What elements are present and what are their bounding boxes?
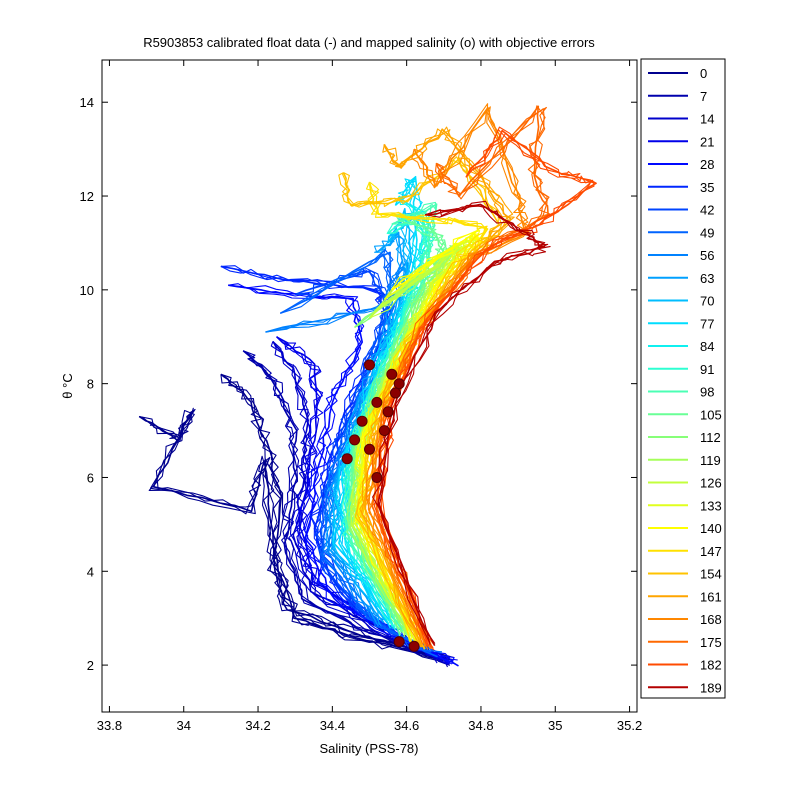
legend-label-84: 84 [700,339,714,354]
mapped-salinity-marker [341,453,353,465]
mapped-salinity-marker [364,359,375,371]
legend-label-98: 98 [700,385,714,400]
profile-line-77 [334,178,424,626]
legend-label-105: 105 [700,407,722,422]
profile-line-49 [279,251,438,658]
x-tick-label: 34.6 [394,718,419,733]
profile-line-3 [220,373,446,662]
legend-label-14: 14 [700,112,714,127]
legend-label-0: 0 [700,66,707,81]
legend-label-35: 35 [700,180,714,195]
mapped-salinity-marker [393,378,405,390]
profile-line-7 [242,350,451,664]
x-tick-label: 35.2 [617,718,642,733]
mapped-salinity-marker [390,387,401,399]
x-tick-label: 35 [548,718,562,733]
axes-frame [101,59,638,713]
mapped-salinity-marker [378,425,390,437]
legend-label-49: 49 [700,225,714,240]
legend-label-168: 168 [700,612,722,627]
legend-box [640,58,726,699]
profile-line-154 [341,159,499,650]
legend-label-7: 7 [700,89,707,104]
mapped-salinity-marker [382,406,394,418]
profile-line-189 [372,204,549,644]
legend-label-154: 154 [700,567,722,582]
y-tick-label: 12 [80,189,94,204]
mapped-salinity-marker [371,396,383,408]
profile-line-14 [270,341,451,663]
mapped-salinity-marker [349,434,361,446]
mapped-salinity-marker [364,443,375,455]
y-tick-label: 14 [80,95,94,110]
y-axis-label: θ °C [60,373,75,398]
profile-line-3 [220,373,444,662]
mapped-salinity-marker [393,636,405,648]
profile-line-7 [243,350,449,668]
ticks-layer: 33.8 34 34.2 34.4 34.6 34.8 35 35.2 2 4 6 8 10 12 14 [80,60,642,733]
profile-line-28 [228,283,455,663]
legend-label-56: 56 [700,248,714,263]
legend-label-21: 21 [700,134,714,149]
x-tick-label: 34.8 [468,718,493,733]
profile-line-182 [373,129,594,651]
legend-label-126: 126 [700,476,722,491]
legend-label-189: 189 [700,680,722,695]
legend-label-42: 42 [700,203,714,218]
legend-label-91: 91 [700,362,714,377]
legend-label-147: 147 [700,544,722,559]
legend-label-175: 175 [700,635,722,650]
legend-label-63: 63 [700,271,714,286]
legend: 0 7 14 21 28 35 42 49 56 63 70 77 84 91 98 105 112 119 126… [640,58,726,699]
profile-line-28 [228,284,454,665]
legend-label-77: 77 [700,316,714,331]
x-tick-label: 33.8 [97,718,122,733]
x-axis-label: Salinity (PSS-78) [320,741,419,756]
legend-label-28: 28 [700,157,714,172]
x-tick-label: 34.4 [320,718,345,733]
profile-line-105 [348,213,448,634]
mapped-salinity-marker [408,640,420,652]
y-tick-label: 2 [87,658,94,673]
x-tick-label: 34.2 [245,718,270,733]
profile-line-175 [376,105,548,649]
mapped-salinity-marker [371,472,383,483]
mapped-salinity-marker [356,415,368,427]
profile-line-154 [342,156,503,650]
data-layer [138,103,597,668]
legend-label-133: 133 [700,498,722,513]
chart-title: R5903853 calibrated float data (-) and m… [143,35,595,50]
profile-line-14 [272,340,438,664]
profile-line-0 [139,408,450,659]
legend-label-70: 70 [700,294,714,309]
legend-label-161: 161 [700,589,722,604]
legend-label-182: 182 [700,658,722,673]
profile-line-182 [378,126,595,647]
profile-line-3 [220,374,449,664]
legend-label-140: 140 [700,521,722,536]
legend-items: 0 7 14 21 28 35 42 49 56 63 70 77 84 91 98 105 112 119 126… [648,66,722,695]
y-tick-label: 10 [80,283,94,298]
profile-line-7 [242,350,451,666]
profile-line-189 [379,205,551,644]
mapped-salinity-marker [386,368,398,380]
x-tick-label: 34 [177,718,191,733]
legend-label-119: 119 [700,453,721,468]
profile-line-42 [295,269,431,648]
profile-line-175 [371,105,549,646]
y-tick-label: 4 [87,564,94,579]
y-tick-label: 6 [87,470,94,485]
y-tick-label: 8 [87,377,94,392]
legend-label-112: 112 [700,430,721,445]
